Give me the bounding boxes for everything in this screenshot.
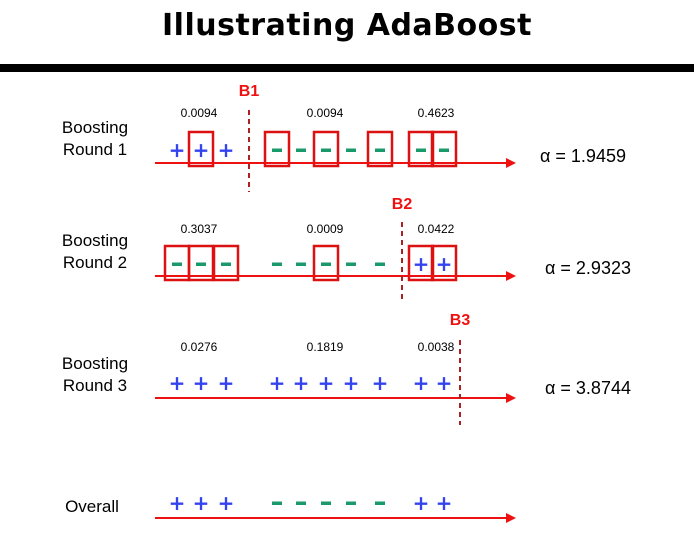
overall-point-7-minus [346, 501, 356, 505]
round-2-point-box-3 [212, 244, 240, 282]
round-2-point-box-6 [312, 244, 340, 282]
round-2-weight-2: 0.0009 [307, 222, 344, 236]
round-2-point-9-plus: + [413, 252, 430, 276]
round-3-weight-2: 0.1819 [307, 340, 344, 354]
overall-point-10-plus: + [436, 491, 453, 515]
round-2-point-3-minus [221, 262, 231, 266]
round-2-weight-3: 0.0422 [418, 222, 455, 236]
round-1-boundary-label: B1 [239, 83, 260, 100]
round-3-weight-1: 0.0276 [181, 340, 218, 354]
slide-title: Illustrating AdaBoost [162, 8, 532, 43]
round-2-point-10-plus: + [436, 252, 453, 276]
overall-point-8-minus [375, 501, 385, 505]
overall-point-4-minus [272, 501, 282, 505]
overall-point-9-plus: + [413, 491, 430, 515]
round-1-point-5-minus [296, 148, 306, 152]
round-1-point-7-minus [346, 148, 356, 152]
round-1-point-box-8 [366, 130, 394, 168]
round-2-point-box-10 [430, 244, 458, 282]
round-3-boundary-label: B3 [450, 312, 471, 329]
round-1-point-4-minus [272, 148, 282, 152]
round-1-weight-3: 0.4623 [418, 106, 455, 120]
round-2-alpha: α = 2.9323 [545, 258, 631, 278]
round-3-point-9-plus: + [413, 371, 430, 395]
round-1-label-line2: Round 1 [63, 140, 127, 159]
round-1-label-line1: Boosting [62, 118, 128, 137]
round-1-point-8-minus [375, 148, 385, 152]
round-2-point-7-minus [346, 262, 356, 266]
round-3-label-line1: Boosting [62, 354, 128, 373]
round-3-weight-3: 0.0038 [418, 340, 455, 354]
round-1-point-6-minus [321, 148, 331, 152]
overall-point-2-plus: + [193, 491, 210, 515]
round-1-weight-1: 0.0094 [181, 106, 218, 120]
round-1-point-2-plus: + [193, 138, 210, 162]
round-3-point-4-plus: + [269, 371, 286, 395]
round-1-weight-2: 0.0094 [307, 106, 344, 120]
round-3-alpha: α = 3.8744 [545, 378, 631, 398]
round-2-point-4-minus [272, 262, 282, 266]
round-1-point-box-10 [430, 130, 458, 168]
overall-point-3-plus: + [218, 491, 235, 515]
round-3-point-7-plus: + [343, 371, 360, 395]
round-3-point-3-plus: + [218, 371, 235, 395]
round-2-weight-1: 0.3037 [181, 222, 218, 236]
round-2-point-6-minus [321, 262, 331, 266]
overall-point-6-minus [321, 501, 331, 505]
round-3-point-5-plus: + [293, 371, 310, 395]
round-1-alpha: α = 1.9459 [540, 146, 626, 166]
round-3-point-2-plus: + [193, 371, 210, 395]
round-2-label-line2: Round 2 [63, 253, 127, 272]
round-3-label-line2: Round 3 [63, 376, 127, 395]
overall-point-5-minus [296, 501, 306, 505]
round-1-point-10-minus [439, 148, 449, 152]
round-1-point-box-2 [187, 130, 215, 168]
round-2-boundary-label: B2 [392, 196, 413, 213]
round-2-point-8-minus [375, 262, 385, 266]
round-1-point-3-plus: + [218, 138, 235, 162]
round-3-point-10-plus: + [436, 371, 453, 395]
round-1-point-box-6 [312, 130, 340, 168]
round-3-point-6-plus: + [318, 371, 335, 395]
round-1-point-box-4 [263, 130, 291, 168]
round-1-point-9-minus [416, 148, 426, 152]
round-2-label-line1: Boosting [62, 231, 128, 250]
title-divider [0, 64, 694, 72]
overall-label: Overall [65, 497, 119, 516]
round-1-point-1-plus: + [169, 138, 186, 162]
round-2-point-1-minus [172, 262, 182, 266]
round-3-point-8-plus: + [372, 371, 389, 395]
round-3-point-1-plus: + [169, 371, 186, 395]
round-2-point-2-minus [196, 262, 206, 266]
round-2-point-5-minus [296, 262, 306, 266]
overall-point-1-plus: + [169, 491, 186, 515]
